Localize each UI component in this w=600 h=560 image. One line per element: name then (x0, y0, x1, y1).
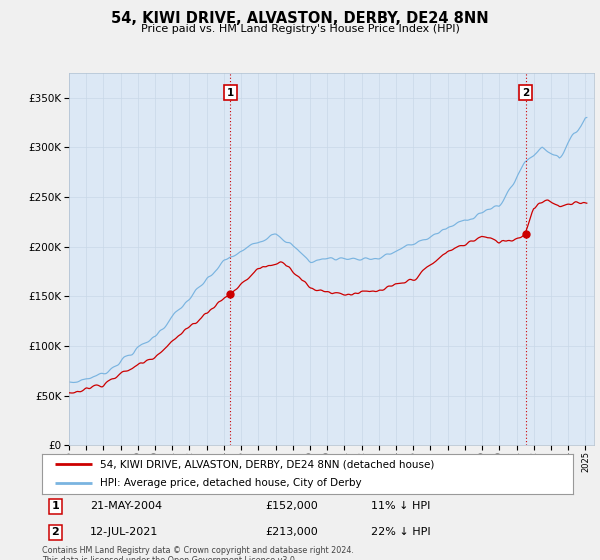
Text: Price paid vs. HM Land Registry's House Price Index (HPI): Price paid vs. HM Land Registry's House … (140, 24, 460, 34)
Text: 12-JUL-2021: 12-JUL-2021 (90, 528, 158, 538)
Text: £152,000: £152,000 (265, 501, 318, 511)
Text: 1: 1 (227, 88, 234, 97)
Text: 1: 1 (52, 501, 59, 511)
Text: 22% ↓ HPI: 22% ↓ HPI (371, 528, 431, 538)
Text: 21-MAY-2004: 21-MAY-2004 (90, 501, 162, 511)
Text: £213,000: £213,000 (265, 528, 318, 538)
Text: 54, KIWI DRIVE, ALVASTON, DERBY, DE24 8NN: 54, KIWI DRIVE, ALVASTON, DERBY, DE24 8N… (111, 11, 489, 26)
Text: HPI: Average price, detached house, City of Derby: HPI: Average price, detached house, City… (100, 478, 362, 488)
Text: Contains HM Land Registry data © Crown copyright and database right 2024.
This d: Contains HM Land Registry data © Crown c… (42, 546, 354, 560)
Text: 2: 2 (52, 528, 59, 538)
Text: 54, KIWI DRIVE, ALVASTON, DERBY, DE24 8NN (detached house): 54, KIWI DRIVE, ALVASTON, DERBY, DE24 8N… (100, 460, 435, 469)
Text: 11% ↓ HPI: 11% ↓ HPI (371, 501, 431, 511)
Text: 2: 2 (522, 88, 529, 97)
